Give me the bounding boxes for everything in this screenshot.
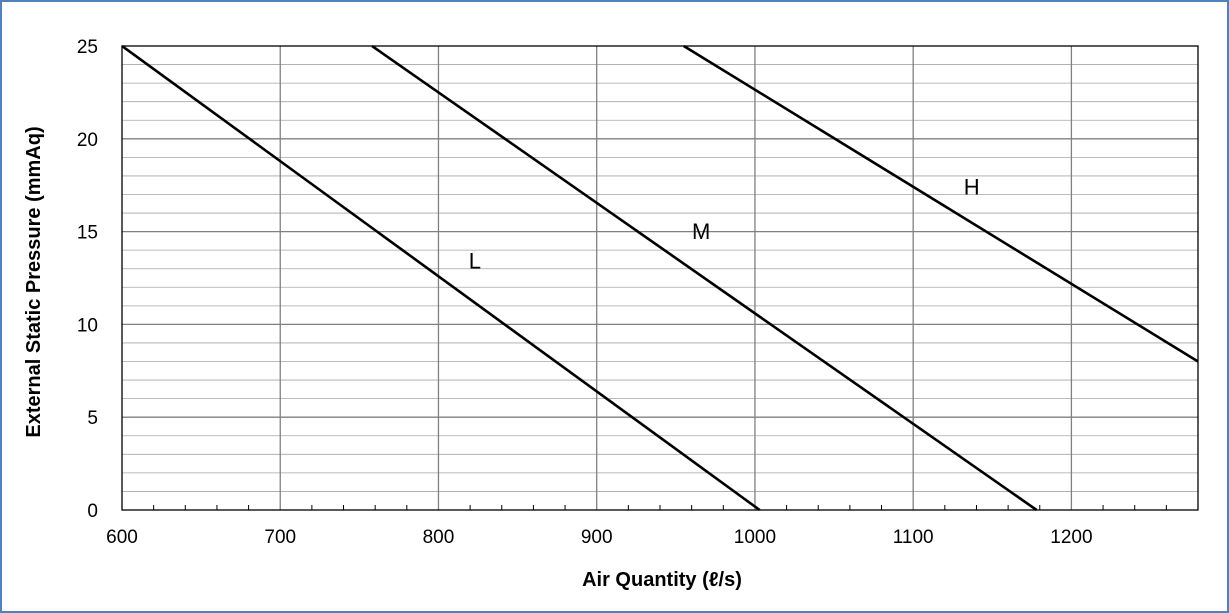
x-axis-tick-labels: 600 700 800 900 1000 1100 1200 <box>106 527 1092 548</box>
y-tick-label: 5 <box>87 408 98 429</box>
x-tick-label: 1000 <box>734 527 776 548</box>
y-tick-label: 20 <box>77 130 98 151</box>
x-tick-label: 1100 <box>893 527 934 548</box>
x-tick-label: 700 <box>264 527 296 548</box>
y-axis-title: External Static Pressure (mmAq) <box>23 126 45 437</box>
y-tick-label: 0 <box>87 501 98 522</box>
y-tick-label: 15 <box>77 223 98 244</box>
series-labels: L M H <box>469 174 980 273</box>
plot-area-border <box>121 45 1199 511</box>
series-label-L: L <box>469 249 481 274</box>
x-tick-label: 900 <box>581 527 613 548</box>
series-line-M <box>371 44 1038 512</box>
series-label-M: M <box>692 219 710 244</box>
series-lines <box>121 44 1199 512</box>
x-axis-title: Air Quantity (ℓ/s) <box>582 569 742 591</box>
series-label-H: H <box>964 174 980 199</box>
x-tick-label: 800 <box>423 527 455 548</box>
minor-horizontal-gridlines <box>122 64 1198 492</box>
x-tick-label: 1200 <box>1050 527 1092 548</box>
y-tick-label: 10 <box>77 315 98 336</box>
major-gridlines <box>122 46 1198 510</box>
y-axis-tick-labels: 0 5 10 15 20 25 <box>77 37 98 522</box>
x-minor-ticks <box>153 505 1167 510</box>
series-line-L <box>121 44 761 512</box>
y-tick-label: 25 <box>77 37 98 58</box>
series-line-H <box>683 44 1199 363</box>
x-tick-label: 600 <box>106 527 138 548</box>
